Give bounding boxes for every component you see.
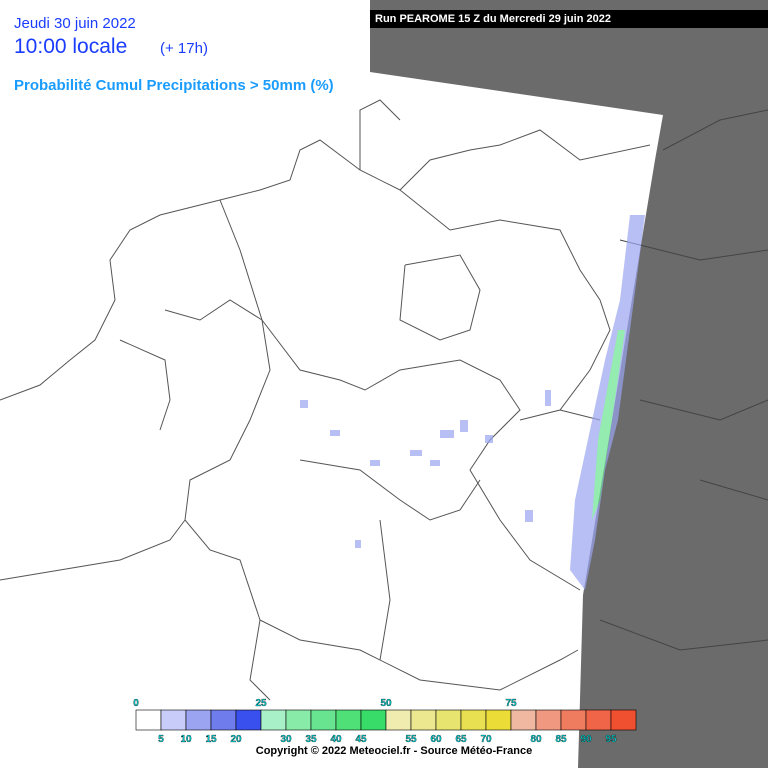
legend-label: 40	[330, 734, 342, 745]
legend-swatch	[360, 709, 387, 731]
legend-label: 75	[505, 698, 517, 709]
legend-swatch	[285, 709, 312, 731]
legend-label: 5	[158, 734, 164, 745]
legend-label: 50	[380, 698, 392, 709]
legend-label: 60	[430, 734, 442, 745]
legend-swatch	[535, 709, 562, 731]
legend-swatch	[310, 709, 337, 731]
legend-label: 90	[580, 734, 592, 745]
map-title: Probabilité Cumul Precipitations > 50mm …	[14, 77, 334, 94]
legend-label: 65	[455, 734, 467, 745]
legend-label: 85	[555, 734, 567, 745]
precipitation	[300, 215, 645, 590]
legend-label: 80	[530, 734, 542, 745]
legend-swatch	[210, 709, 237, 731]
legend-swatch	[410, 709, 437, 731]
legend-label: 10	[180, 734, 192, 745]
legend-label: 35	[305, 734, 317, 745]
legend-label: 45	[355, 734, 367, 745]
legend-swatch	[335, 709, 362, 731]
legend-label: 70	[480, 734, 492, 745]
legend-label: 20	[230, 734, 242, 745]
legend-label: 95	[605, 734, 617, 745]
legend-swatch	[610, 709, 637, 731]
legend-swatch	[235, 709, 262, 731]
offset: (+ 17h)	[160, 40, 208, 57]
legend-swatch	[460, 709, 487, 731]
copyright: Copyright © 2022 Meteociel.fr - Source M…	[256, 745, 532, 757]
legend-label: 25	[255, 698, 267, 709]
legend-swatch	[135, 709, 162, 731]
legend-swatch	[385, 709, 412, 731]
legend-swatch	[585, 709, 612, 731]
legend-swatch	[260, 709, 287, 731]
legend-label: 15	[205, 734, 217, 745]
legend-swatch	[185, 709, 212, 731]
legend-swatch	[435, 709, 462, 731]
legend-label: 30	[280, 734, 292, 745]
legend-swatch	[560, 709, 587, 731]
run-bar	[370, 10, 768, 28]
legend: 0 25 50 75 5 10 15 20 30 35 40 45 55 60 65 70 80 85 90 95	[133, 698, 637, 745]
borders	[0, 99, 768, 701]
legend-label: 0	[133, 698, 139, 709]
legend-swatch	[160, 709, 187, 731]
model-domain	[0, 0, 663, 768]
legend-swatch	[485, 709, 512, 731]
run-info: Run PEAROME 15 Z du Mercredi 29 juin 202…	[375, 13, 611, 25]
legend-swatch	[510, 709, 537, 731]
legend-label: 55	[405, 734, 417, 745]
time: 10:00 locale	[14, 35, 127, 58]
date: Jeudi 30 juin 2022	[14, 15, 136, 32]
